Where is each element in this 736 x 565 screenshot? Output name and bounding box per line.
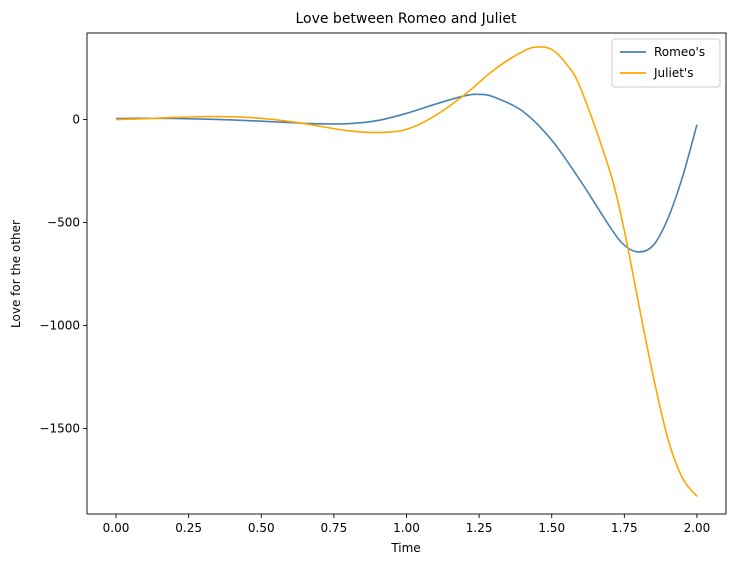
series-line-0 bbox=[116, 93, 698, 253]
x-tick-label: 0.50 bbox=[248, 521, 275, 535]
x-tick-label: 2.00 bbox=[684, 521, 711, 535]
x-tick-label: 0.00 bbox=[103, 521, 130, 535]
x-tick-label: 0.25 bbox=[175, 521, 202, 535]
x-tick-label: 1.00 bbox=[393, 521, 420, 535]
y-tick-label: 0 bbox=[72, 113, 80, 127]
plot-area bbox=[86, 32, 727, 515]
chart-title: Love between Romeo and Juliet bbox=[295, 11, 517, 27]
y-axis: 0 −500 −1000 −1500 bbox=[39, 113, 87, 436]
x-axis: 0.00 0.25 0.50 0.75 1.00 1.25 1.50 1.75 2.00 bbox=[103, 514, 711, 535]
y-tick-label: −1500 bbox=[39, 422, 80, 436]
x-tick-label: 1.50 bbox=[538, 521, 565, 535]
legend-box bbox=[611, 38, 721, 88]
x-axis-label: Time bbox=[390, 541, 420, 555]
x-tick-label: 1.25 bbox=[466, 521, 493, 535]
legend-label-1: Juliet's bbox=[653, 66, 693, 80]
series-line-1 bbox=[116, 46, 698, 498]
x-tick-label: 1.75 bbox=[611, 521, 638, 535]
legend-label-0: Romeo's bbox=[654, 45, 705, 59]
y-tick-label: −1000 bbox=[39, 319, 80, 333]
x-tick-label: 0.75 bbox=[321, 521, 348, 535]
y-tick-label: −500 bbox=[47, 216, 80, 230]
legend: Romeo's Juliet's bbox=[611, 38, 721, 88]
y-axis-label: Love for the other bbox=[9, 220, 23, 328]
plot-frame bbox=[86, 32, 727, 515]
